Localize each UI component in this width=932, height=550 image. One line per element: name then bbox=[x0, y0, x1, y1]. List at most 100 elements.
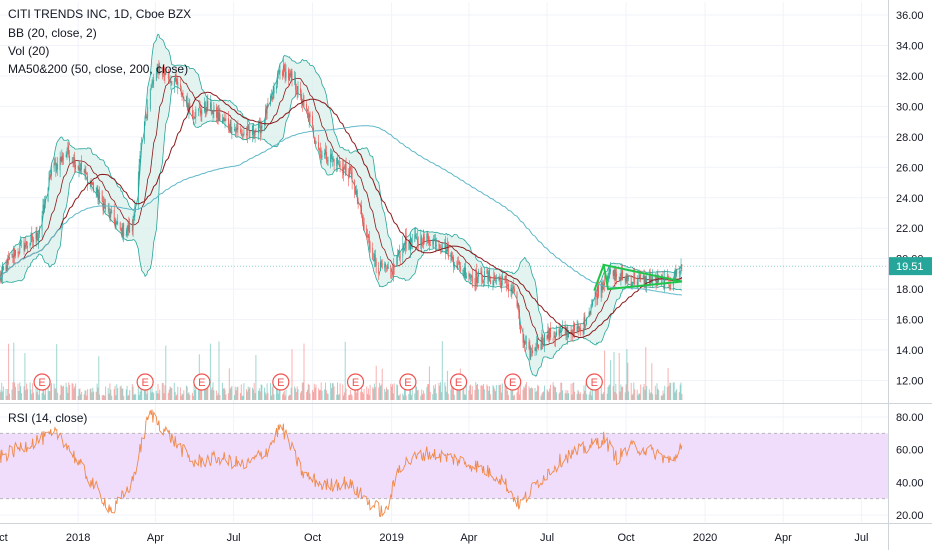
candle-body bbox=[132, 216, 134, 231]
candle-body bbox=[97, 189, 99, 200]
volume-bar bbox=[332, 383, 334, 400]
volume-bar bbox=[345, 388, 347, 400]
volume-bar bbox=[108, 393, 110, 400]
volume-bar bbox=[440, 382, 442, 400]
candle-body bbox=[126, 230, 128, 235]
candle-body bbox=[180, 88, 182, 96]
candle-body bbox=[598, 284, 599, 297]
candle-body bbox=[652, 274, 654, 283]
volume-bar bbox=[24, 353, 26, 400]
volume-bar bbox=[558, 393, 560, 400]
candle-body bbox=[362, 222, 364, 224]
volume-bar bbox=[603, 392, 605, 400]
volume-bar bbox=[367, 388, 369, 400]
volume-bar bbox=[111, 395, 113, 400]
candle-body bbox=[519, 310, 520, 325]
candle-body bbox=[475, 271, 477, 285]
volume-bar bbox=[234, 395, 235, 400]
bb-indicator-label[interactable]: BB (20, close, 2) bbox=[8, 26, 97, 40]
candle-body bbox=[301, 94, 302, 103]
volume-bar bbox=[525, 384, 527, 400]
volume-bar bbox=[53, 383, 55, 400]
volume-bar bbox=[331, 383, 333, 400]
volume-bar bbox=[9, 393, 10, 400]
earnings-marker[interactable]: E bbox=[33, 373, 51, 391]
volume-bar bbox=[150, 392, 152, 400]
volume-bar bbox=[260, 384, 262, 400]
volume-bar bbox=[549, 388, 551, 400]
candle-body bbox=[560, 331, 562, 332]
candle-body bbox=[96, 187, 98, 193]
ma-indicator-label[interactable]: MA50&200 (50, close, 200, close) bbox=[8, 62, 189, 76]
rsi-tick-label: 60.00 bbox=[896, 445, 924, 457]
time-tick-label: Oct bbox=[304, 532, 321, 544]
svg-text:E: E bbox=[141, 377, 148, 389]
triangle-pattern-drawing bbox=[602, 263, 683, 291]
earnings-marker[interactable]: E bbox=[346, 373, 365, 391]
candle-body bbox=[276, 86, 277, 90]
volume-bar bbox=[362, 393, 364, 400]
volume-bar bbox=[574, 391, 575, 400]
candle-body bbox=[512, 290, 514, 292]
candle-body bbox=[131, 225, 133, 232]
candle-body bbox=[51, 169, 52, 176]
volume-bar bbox=[201, 388, 203, 400]
volume-bar bbox=[57, 392, 59, 400]
volume-bar bbox=[101, 395, 103, 400]
volume-bar bbox=[223, 387, 225, 400]
volume-bar bbox=[480, 385, 482, 400]
candle-body bbox=[589, 312, 591, 314]
candle-body bbox=[99, 192, 100, 199]
candle-body bbox=[198, 108, 199, 111]
candle-body bbox=[502, 276, 503, 279]
volume-bar bbox=[126, 385, 128, 400]
volume-bar bbox=[99, 394, 101, 400]
volume-bar bbox=[663, 393, 665, 400]
candle-body bbox=[123, 223, 125, 237]
candle-body bbox=[676, 270, 678, 274]
earnings-marker[interactable]: E bbox=[136, 373, 154, 391]
rsi-pane-title[interactable]: RSI (14, close) bbox=[8, 411, 88, 425]
volume-bar bbox=[145, 388, 147, 400]
volume-bar bbox=[666, 386, 668, 400]
earnings-marker[interactable]: E bbox=[450, 373, 468, 391]
volume-bar bbox=[143, 384, 145, 400]
volume-bar bbox=[78, 389, 80, 400]
volume-bar bbox=[392, 393, 394, 400]
volume-bar bbox=[131, 384, 133, 400]
earnings-marker[interactable]: E bbox=[399, 373, 417, 391]
volume-bar bbox=[654, 385, 656, 400]
volume-bar bbox=[609, 384, 611, 400]
candle-body bbox=[387, 265, 389, 269]
candle-body bbox=[35, 232, 37, 240]
candle-body bbox=[261, 124, 263, 129]
earnings-marker[interactable]: E bbox=[585, 373, 603, 391]
svg-text:E: E bbox=[352, 377, 359, 389]
volume-bar bbox=[294, 386, 296, 400]
earnings-marker[interactable]: E bbox=[272, 373, 290, 391]
candle-body bbox=[618, 277, 620, 279]
time-tick-label: Apr bbox=[775, 532, 792, 544]
volume-bar bbox=[655, 394, 657, 400]
volume-bar bbox=[404, 384, 405, 400]
candle-body bbox=[422, 245, 423, 247]
price-tick-label: 32.00 bbox=[896, 71, 924, 83]
candle-body bbox=[121, 227, 123, 237]
candle-body bbox=[350, 170, 352, 172]
volume-bar bbox=[252, 387, 253, 400]
candle-body bbox=[429, 244, 431, 246]
volume-indicator-label[interactable]: Vol (20) bbox=[8, 44, 50, 58]
candle-body bbox=[282, 71, 283, 76]
candle-body bbox=[476, 270, 477, 283]
candle-body bbox=[177, 82, 179, 87]
candle-body bbox=[273, 87, 275, 94]
candle-body bbox=[456, 265, 458, 268]
volume-bar bbox=[536, 390, 538, 400]
volume-bar bbox=[163, 393, 165, 400]
candle-body bbox=[267, 105, 269, 106]
earnings-marker[interactable]: E bbox=[504, 373, 522, 391]
earnings-marker[interactable]: E bbox=[193, 373, 211, 391]
candle-body bbox=[307, 109, 308, 112]
candle-body bbox=[80, 164, 82, 171]
